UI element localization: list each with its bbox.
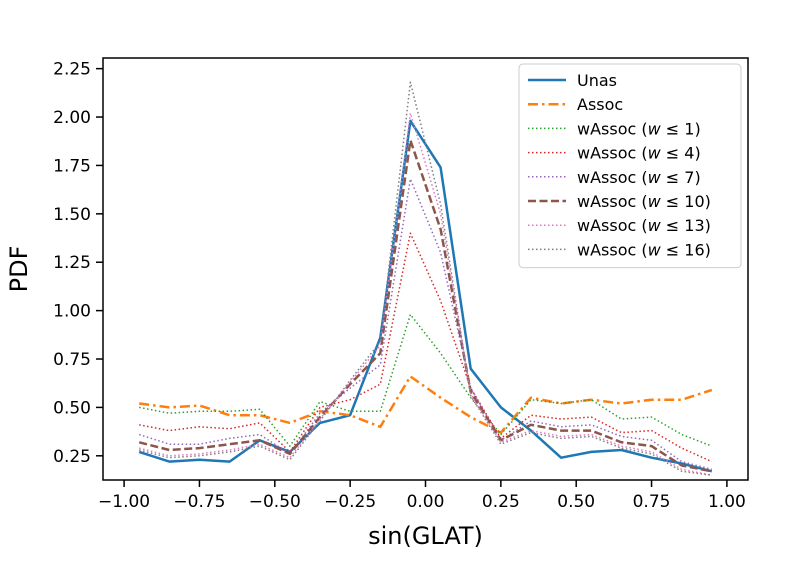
series-lines (138, 81, 713, 476)
y-tick-label: 0.50 (53, 398, 91, 418)
legend-label: wAssoc (w ≤ 13) (577, 216, 711, 235)
y-tick-label: 1.75 (53, 156, 91, 176)
legend-box (518, 63, 742, 269)
y-tick-label: 1.00 (53, 302, 91, 322)
series-line-6 (139, 112, 712, 476)
x-axis-label: sin(GLAT) (368, 522, 483, 550)
legend: Unas Assoc wAssoc (w ≤ 1) wAssoc (w ≤ 4) wAs… (518, 63, 742, 269)
x-tick-label: 0.25 (482, 492, 520, 512)
x-tick-label: 1.00 (708, 492, 746, 512)
legend-label: wAssoc (w ≤ 7) (577, 168, 701, 187)
x-tick-label: −0.75 (173, 492, 225, 512)
series-line-2 (139, 313, 713, 447)
x-tick-label: 0.00 (407, 492, 445, 512)
series-line-5 (138, 139, 713, 473)
y-axis-label: PDF (5, 246, 33, 293)
legend-label: wAssoc (w ≤ 16) (577, 240, 711, 259)
y-tick-label: 0.75 (53, 350, 91, 370)
series-line-4 (138, 178, 712, 471)
y-tick-label: 0.25 (53, 447, 91, 467)
series-line-3 (139, 232, 713, 463)
x-tick-label: −0.25 (324, 492, 376, 512)
y-tick-label: 2.00 (53, 108, 91, 128)
y-tick-label: 2.25 (53, 60, 91, 80)
legend-label: Assoc (577, 95, 623, 114)
legend-label: Unas (577, 71, 617, 90)
y-axis-ticks: 0.25 0.50 0.75 1.00 1.25 1.50 1.75 2.00 2.25 (53, 60, 103, 467)
y-tick-label: 1.50 (53, 205, 91, 225)
series-line-7 (139, 81, 712, 476)
legend-label: wAssoc (w ≤ 4) (577, 144, 701, 163)
y-tick-label: 1.25 (53, 253, 91, 273)
x-tick-label: −1.00 (98, 492, 150, 512)
legend-label: wAssoc (w ≤ 10) (577, 192, 711, 211)
x-axis-ticks: −1.00 −0.75 −0.50 −0.25 0.00 0.25 0.50 0.75 1.00 (98, 480, 746, 512)
series-line-1 (139, 375, 713, 434)
x-tick-label: 0.50 (557, 492, 595, 512)
legend-label: wAssoc (w ≤ 1) (577, 119, 701, 138)
x-tick-label: −0.50 (249, 492, 301, 512)
x-tick-label: 0.75 (633, 492, 671, 512)
